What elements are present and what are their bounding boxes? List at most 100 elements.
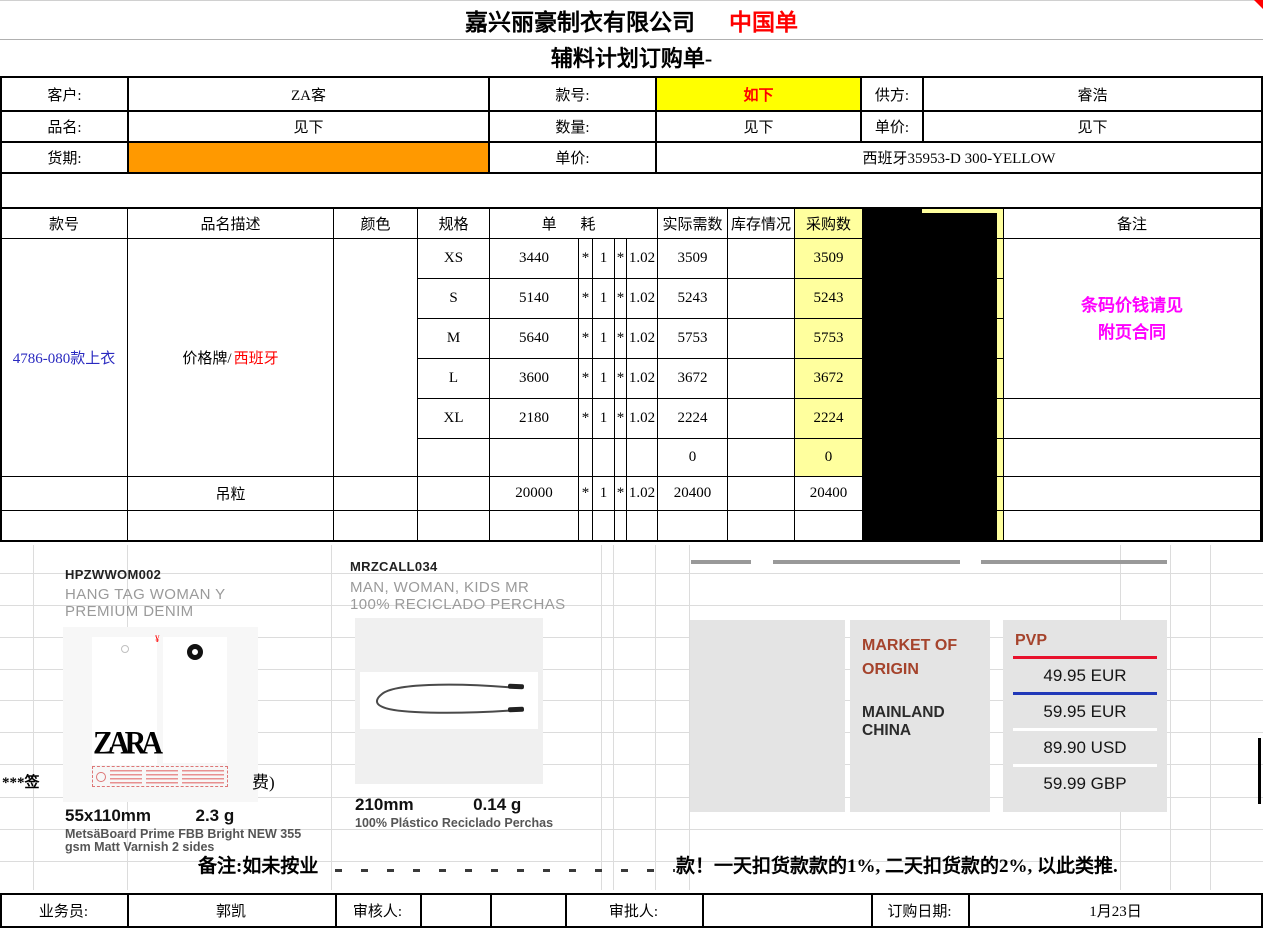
size-cell[interactable] bbox=[417, 438, 490, 477]
hangtag-name-line2: PREMIUM DENIM bbox=[65, 603, 194, 620]
comment-marker-icon bbox=[1254, 0, 1263, 9]
customer-value[interactable]: ZA客 bbox=[127, 76, 490, 112]
remark-cell[interactable] bbox=[1003, 510, 1261, 542]
factor2-cell[interactable]: 1.02 bbox=[626, 358, 658, 399]
purchase-qty-cell[interactable]: 5243 bbox=[794, 278, 863, 319]
purchase-qty-cell[interactable]: 0 bbox=[794, 438, 863, 477]
size-cell[interactable]: M bbox=[417, 318, 490, 359]
order-type-tag: 中国单 bbox=[729, 10, 798, 35]
divider-bar bbox=[981, 560, 1167, 564]
price-value[interactable]: 西班牙35953-D 300-YELLOW bbox=[655, 141, 1263, 174]
warning-note-suffix: 款！一天扣货款款的1%, 二天扣货款的2%, 以此类推. bbox=[676, 856, 1118, 877]
stock-cell[interactable] bbox=[727, 238, 795, 279]
stock-cell[interactable] bbox=[727, 476, 795, 511]
size-cell[interactable] bbox=[417, 510, 490, 542]
supplier-value[interactable]: 睿浩 bbox=[922, 76, 1263, 112]
purchase-qty-cell[interactable]: 20400 bbox=[794, 476, 863, 511]
factor1-cell[interactable] bbox=[592, 510, 615, 542]
actual-qty-cell[interactable] bbox=[657, 510, 728, 542]
color-cell[interactable] bbox=[333, 238, 418, 477]
actual-qty-cell[interactable]: 5243 bbox=[657, 278, 728, 319]
unitprice-value[interactable]: 见下 bbox=[922, 110, 1263, 143]
factor1-cell[interactable]: 1 bbox=[592, 398, 615, 439]
factor2-cell[interactable]: 1.02 bbox=[626, 398, 658, 439]
purchase-qty-cell[interactable]: 3509 bbox=[794, 238, 863, 279]
stock-cell[interactable] bbox=[727, 510, 795, 542]
purchase-qty-cell[interactable]: 3672 bbox=[794, 358, 863, 399]
market-origin-label-line2: ORIGIN bbox=[862, 661, 919, 678]
factor1-cell[interactable]: 1 bbox=[592, 278, 615, 319]
stock-cell[interactable] bbox=[727, 318, 795, 359]
factor1-cell[interactable]: 1 bbox=[592, 358, 615, 399]
order-date-value[interactable]: 1月23日 bbox=[1089, 904, 1142, 920]
size-cell[interactable]: XS bbox=[417, 238, 490, 279]
factor2-cell[interactable]: 1.02 bbox=[626, 318, 658, 359]
factor1-cell[interactable] bbox=[592, 438, 615, 477]
item-desc-cell[interactable] bbox=[127, 510, 334, 542]
purchase-qty-cell[interactable]: 5753 bbox=[794, 318, 863, 359]
sales-value[interactable]: 郭凯 bbox=[215, 904, 246, 920]
redaction-box bbox=[862, 213, 997, 542]
factor2-cell[interactable]: 1.02 bbox=[626, 476, 658, 511]
market-origin-box: MARKET OF ORIGIN MAINLAND CHINA bbox=[850, 620, 990, 812]
actual-qty-cell[interactable]: 20400 bbox=[657, 476, 728, 511]
actual-qty-cell[interactable]: 3672 bbox=[657, 358, 728, 399]
consumption-base-cell[interactable]: 5640 bbox=[489, 318, 579, 359]
style-no-cell[interactable] bbox=[0, 510, 128, 542]
delivery-label: 货期: bbox=[0, 141, 129, 174]
style-no-cell[interactable] bbox=[0, 476, 128, 511]
purchase-qty-cell[interactable]: 2224 bbox=[794, 398, 863, 439]
size-cell[interactable]: XL bbox=[417, 398, 490, 439]
remark-cell[interactable]: 条码价钱请见 附页合同 bbox=[1003, 238, 1261, 399]
hanger-name-line1: MAN, WOMAN, KIDS MR bbox=[350, 579, 530, 596]
style-value[interactable]: 如下 bbox=[655, 76, 862, 112]
consumption-base-cell[interactable]: 20000 bbox=[489, 476, 579, 511]
remark-cell[interactable] bbox=[1003, 476, 1261, 511]
hangtag-back bbox=[163, 637, 227, 763]
consumption-base-cell[interactable]: 3600 bbox=[489, 358, 579, 399]
stock-cell[interactable] bbox=[727, 438, 795, 477]
style-no-cell[interactable]: 4786-080款上衣 bbox=[0, 238, 128, 477]
consumption-base-cell[interactable]: 3440 bbox=[489, 238, 579, 279]
size-cell[interactable]: S bbox=[417, 278, 490, 319]
factor2-cell[interactable] bbox=[626, 510, 658, 542]
color-cell[interactable] bbox=[333, 510, 418, 542]
remark-cell[interactable] bbox=[1003, 438, 1261, 477]
remark-cell[interactable] bbox=[1003, 398, 1261, 439]
size-cell[interactable]: L bbox=[417, 358, 490, 399]
col-header-style: 款号 bbox=[0, 207, 128, 239]
size-cell[interactable] bbox=[417, 476, 490, 511]
item-desc-cell[interactable]: 价格牌/西班牙 bbox=[127, 238, 334, 477]
actual-qty-cell[interactable]: 2224 bbox=[657, 398, 728, 439]
actual-qty-cell[interactable]: 5753 bbox=[657, 318, 728, 359]
factor1-cell[interactable]: 1 bbox=[592, 238, 615, 279]
qty-value[interactable]: 见下 bbox=[655, 110, 862, 143]
hanger-image bbox=[355, 618, 543, 784]
stock-cell[interactable] bbox=[727, 398, 795, 439]
product-value[interactable]: 见下 bbox=[127, 110, 490, 143]
stock-cell[interactable] bbox=[727, 358, 795, 399]
factor2-cell[interactable] bbox=[626, 438, 658, 477]
consumption-base-cell[interactable] bbox=[489, 438, 579, 477]
factor1-cell[interactable]: 1 bbox=[592, 476, 615, 511]
empty-cell[interactable] bbox=[490, 893, 565, 928]
factor2-cell[interactable]: 1.02 bbox=[626, 278, 658, 319]
color-cell[interactable] bbox=[333, 476, 418, 511]
item-desc-cell[interactable]: 吊粒 bbox=[127, 476, 334, 511]
delivery-value[interactable] bbox=[127, 141, 490, 174]
stock-cell[interactable] bbox=[727, 278, 795, 319]
hanger-specs: 210mm 0.14 g bbox=[355, 795, 521, 815]
remark-line2: 附页合同 bbox=[1098, 322, 1166, 342]
purchase-qty-cell[interactable] bbox=[794, 510, 863, 542]
factor2-cell[interactable]: 1.02 bbox=[626, 238, 658, 279]
checker-value[interactable] bbox=[420, 893, 490, 928]
actual-qty-cell[interactable]: 0 bbox=[657, 438, 728, 477]
consumption-base-cell[interactable] bbox=[489, 510, 579, 542]
pvp-white-line bbox=[1013, 728, 1157, 731]
hangtag-image: ZARA ¥ bbox=[63, 627, 258, 802]
consumption-base-cell[interactable]: 5140 bbox=[489, 278, 579, 319]
approver-value[interactable] bbox=[702, 893, 871, 928]
factor1-cell[interactable]: 1 bbox=[592, 318, 615, 359]
consumption-base-cell[interactable]: 2180 bbox=[489, 398, 579, 439]
actual-qty-cell[interactable]: 3509 bbox=[657, 238, 728, 279]
